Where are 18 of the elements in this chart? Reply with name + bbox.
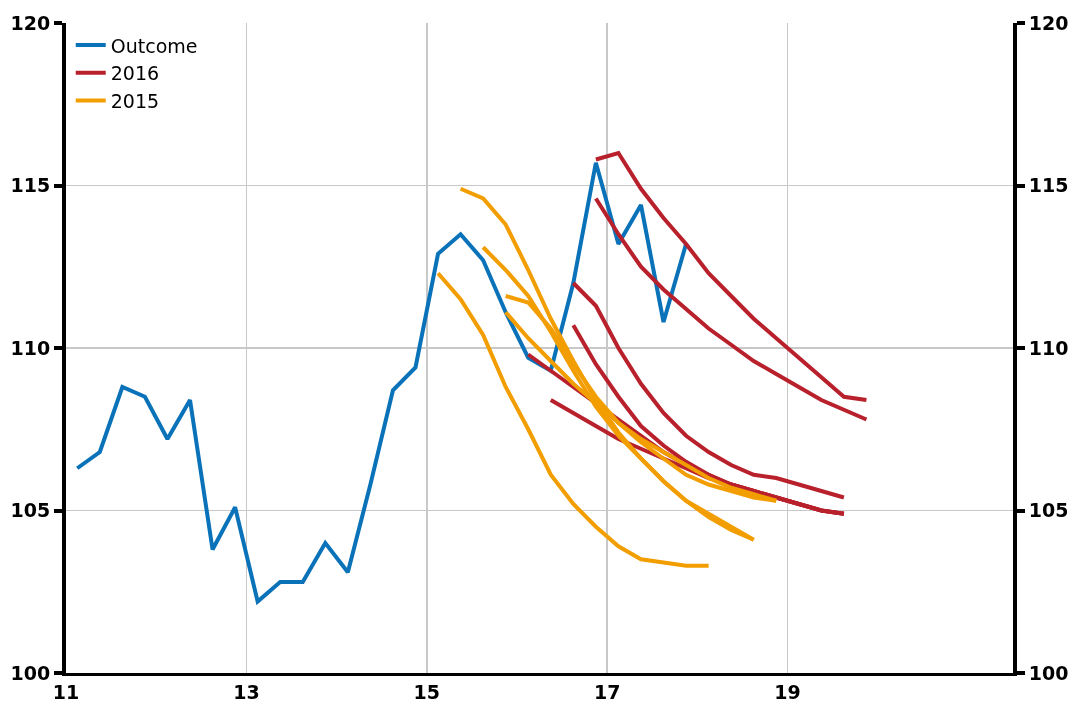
y2-tick-label: 120 [1028,11,1069,34]
y-tick-label: 115 [10,174,51,197]
y2-tick-label: 110 [1028,336,1069,359]
x-tick-label: 17 [593,680,621,703]
y-tick-label: 110 [10,336,51,359]
legend-label: Outcome [110,34,198,57]
legend-label: 2016 [110,62,160,85]
x-tick-label: 13 [233,680,260,703]
y-tick-label: 105 [10,499,51,522]
x-tick-label: 11 [52,680,80,703]
x-tick-label: 19 [774,680,801,703]
x-tick-label: 15 [413,680,440,703]
y-tick-label: 100 [10,661,51,684]
y2-tick-label: 105 [1028,499,1069,522]
y2-tick-label: 115 [1028,174,1069,197]
y-tick-label: 120 [10,11,51,34]
y2-tick-label: 100 [1028,661,1069,684]
legend-label: 2015 [110,89,160,112]
